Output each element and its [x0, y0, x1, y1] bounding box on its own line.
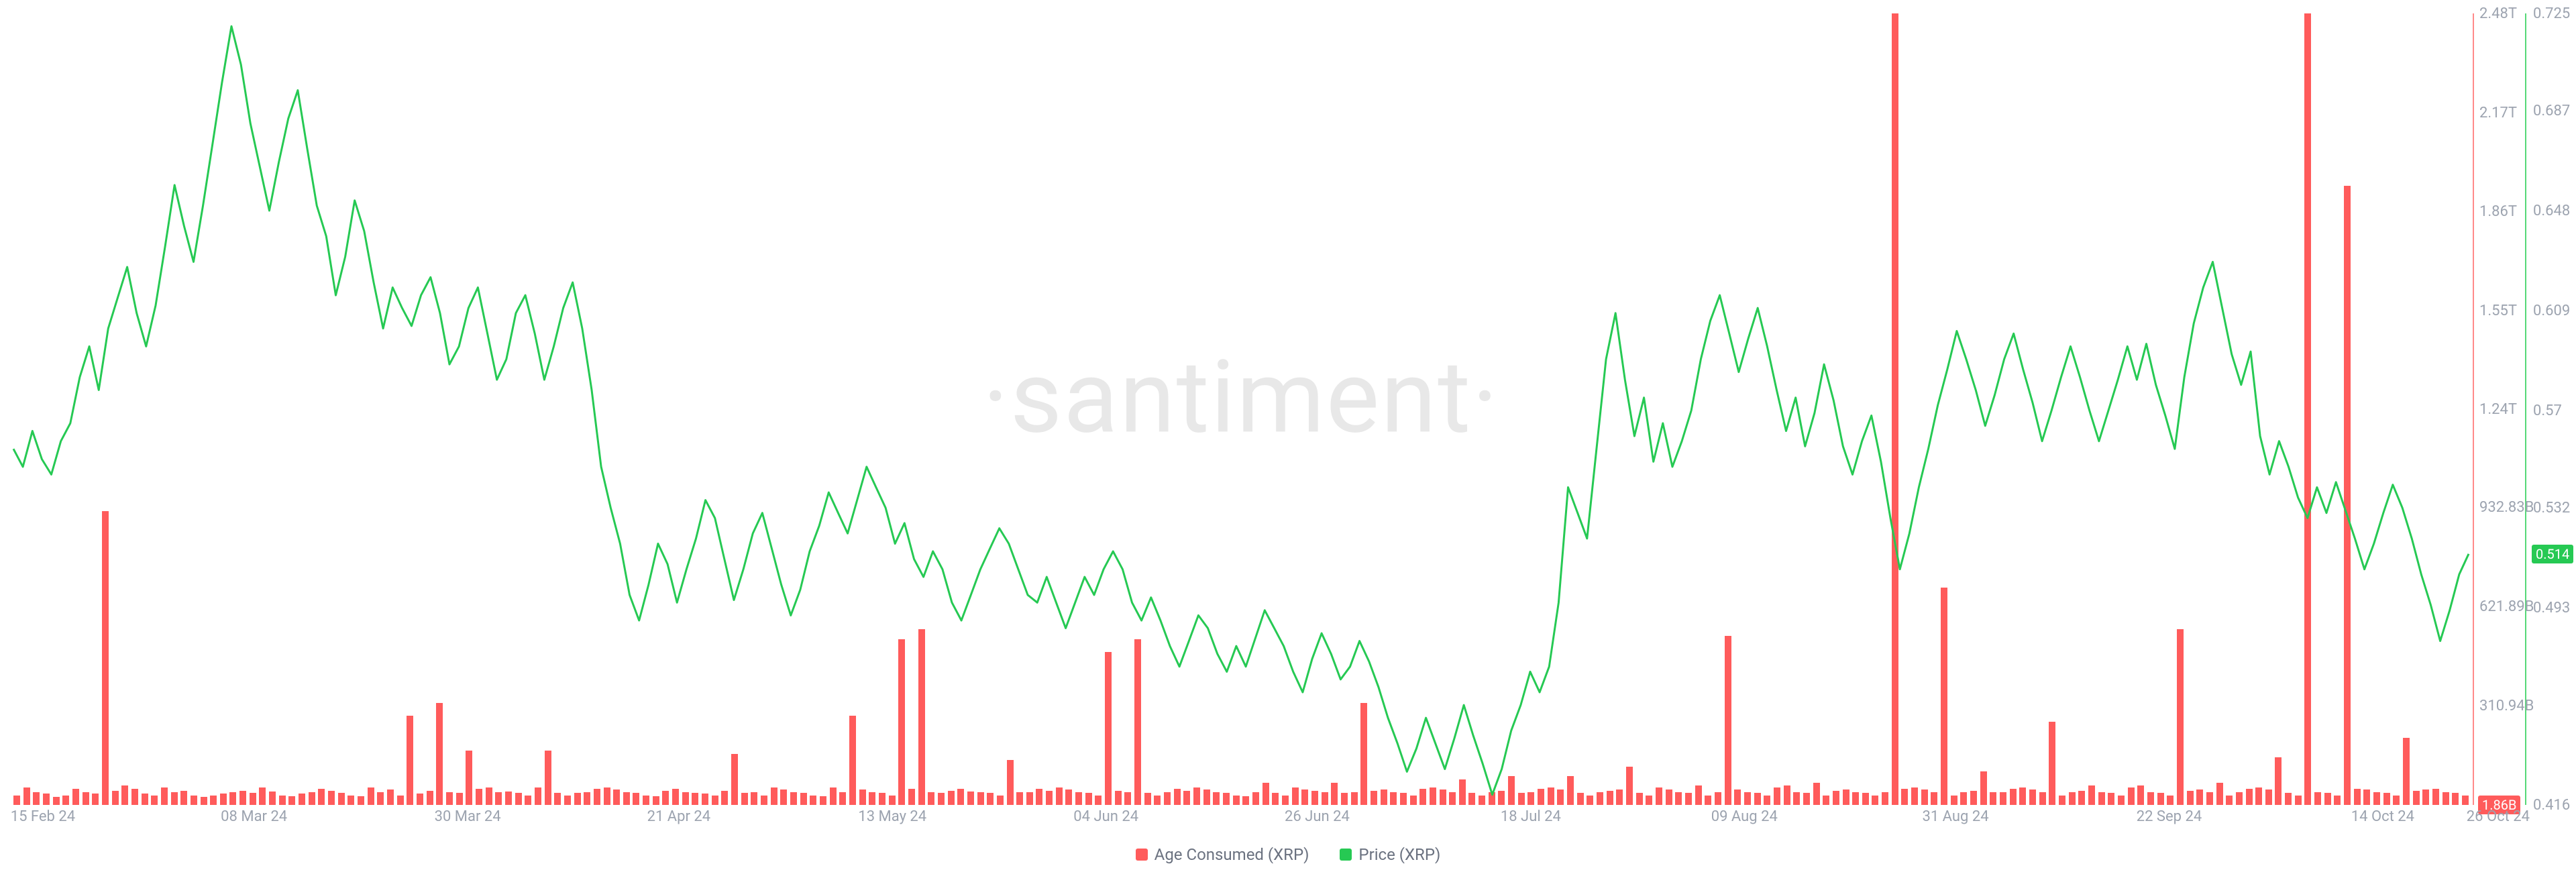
y-axis-price: 0.7250.6870.6480.6090.570.5320.4930.4160… — [2529, 13, 2569, 805]
legend-label: Price (XRP) — [1358, 845, 1440, 864]
x-tick: 30 Mar 24 — [435, 808, 501, 825]
y-tick-price: 0.532 — [2533, 500, 2570, 516]
legend: Age Consumed (XRP) Price (XRP) — [0, 845, 2576, 865]
x-tick: 13 May 24 — [858, 808, 926, 825]
y-tick-bars: 310.94B — [2479, 698, 2534, 714]
x-tick: 08 Mar 24 — [221, 808, 287, 825]
y-tick-bars: 621.89B — [2479, 598, 2534, 615]
y-tick-price: 0.687 — [2533, 103, 2570, 119]
y-tick-price: 0.57 — [2533, 402, 2562, 419]
y-tick-bars: 1.86T — [2479, 203, 2517, 220]
y-tick-bars: 932.83B — [2479, 499, 2534, 516]
y-tick-price: 0.725 — [2533, 5, 2570, 22]
legend-item-age-consumed: Age Consumed (XRP) — [1136, 845, 1309, 864]
legend-swatch-age-consumed — [1136, 849, 1148, 861]
x-tick: 21 Apr 24 — [647, 808, 711, 825]
x-tick: 26 Oct 24 — [2467, 808, 2530, 825]
x-tick: 09 Aug 24 — [1711, 808, 1778, 825]
x-axis: 15 Feb 24 08 Mar 24 30 Mar 24 21 Apr 24 13 M… — [13, 808, 2469, 828]
x-tick: 14 Oct 24 — [2351, 808, 2414, 825]
axis-bars-line — [2473, 13, 2474, 805]
y-tick-bars: 2.17T — [2479, 105, 2517, 121]
y-tick-bars: 1.55T — [2479, 303, 2517, 319]
chart-plot-area: ·santiment· — [13, 13, 2469, 805]
y-tick-price: 0.609 — [2533, 303, 2570, 319]
legend-swatch-price — [1340, 849, 1352, 861]
y-axis-bars: 2.48T2.17T1.86T1.55T1.24T932.83B621.89B3… — [2475, 13, 2526, 805]
x-tick: 26 Jun 24 — [1285, 808, 1350, 825]
x-tick: 31 Aug 24 — [1923, 808, 1989, 825]
x-tick: 18 Jul 24 — [1501, 808, 1561, 825]
price-line-layer — [13, 13, 2469, 805]
x-tick: 04 Jun 24 — [1073, 808, 1138, 825]
y-tick-bars: 1.24T — [2479, 401, 2517, 418]
x-tick: 22 Sep 24 — [2137, 808, 2202, 825]
y-tick-price: 0.648 — [2533, 203, 2570, 219]
y-tick-bars: 2.48T — [2479, 5, 2517, 22]
legend-item-price: Price (XRP) — [1340, 845, 1440, 864]
price-line — [13, 26, 2469, 795]
y-tick-price: 0.493 — [2533, 600, 2570, 616]
x-tick: 15 Feb 24 — [11, 808, 75, 825]
current-value-badge-price: 0.514 — [2532, 545, 2573, 563]
legend-label: Age Consumed (XRP) — [1155, 845, 1309, 864]
y-tick-price: 0.416 — [2533, 797, 2570, 814]
